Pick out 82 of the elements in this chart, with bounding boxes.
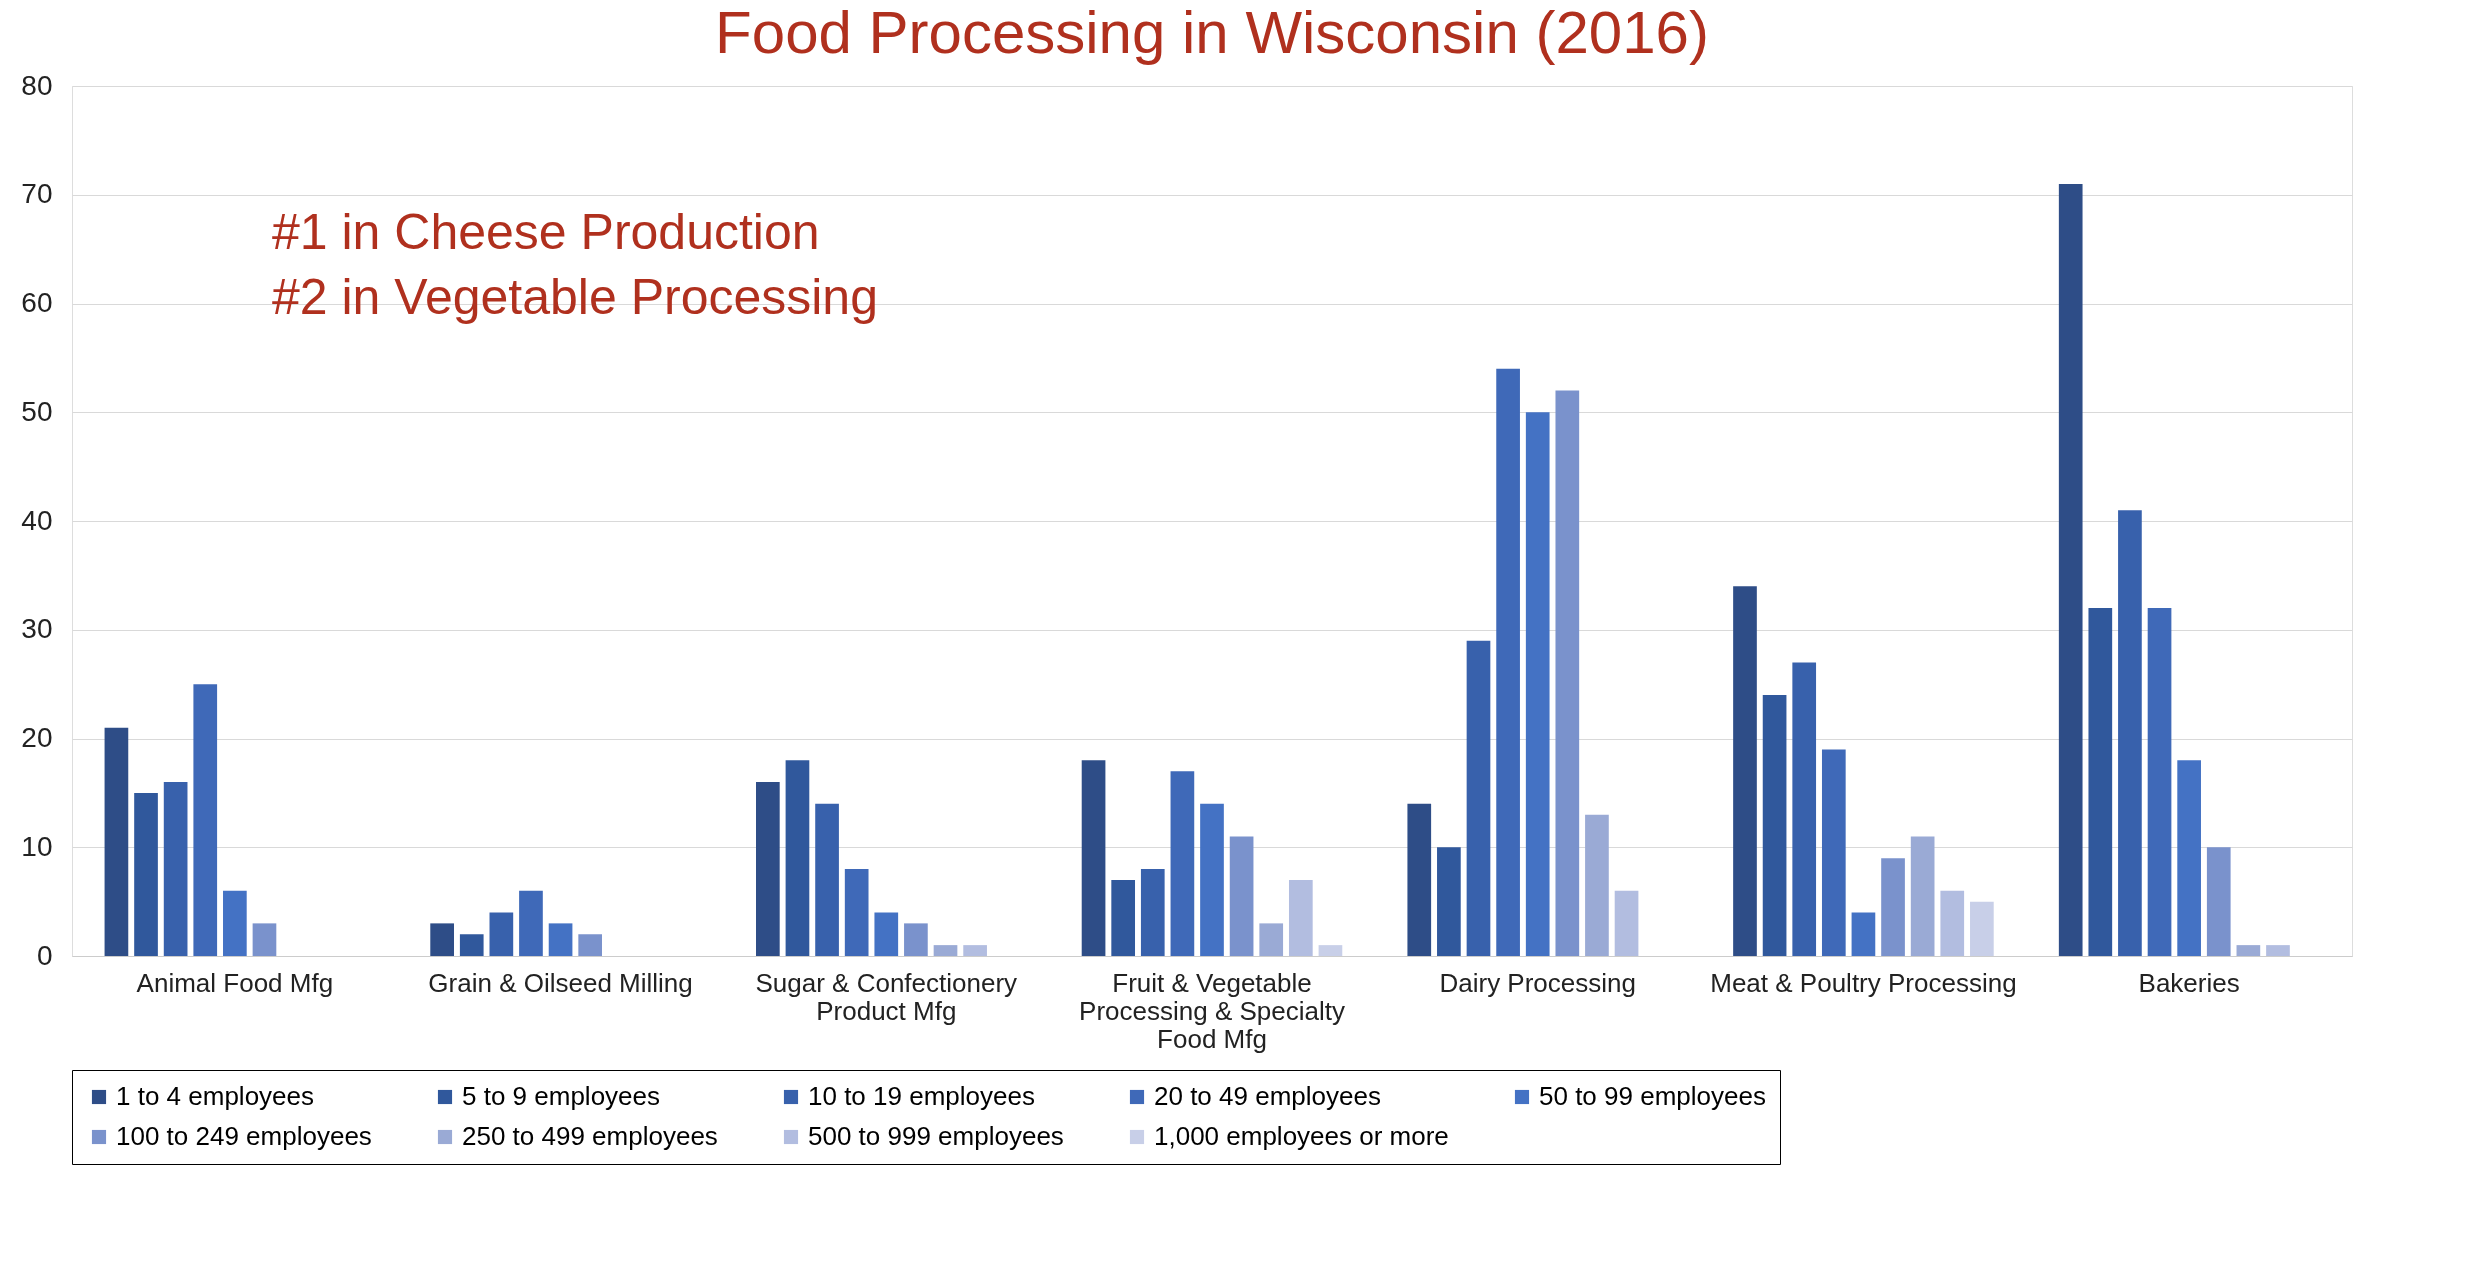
y-tick-label: 80 <box>21 69 53 101</box>
x-tick-label: Bakeries <box>2138 967 2240 998</box>
y-tick-label: 60 <box>21 287 53 318</box>
x-tick-label: Dairy Processing <box>1439 967 1636 998</box>
legend-label: 500 to 999 employees <box>808 1121 1064 1151</box>
bar <box>1555 390 1580 956</box>
bar <box>548 923 573 956</box>
bar <box>223 890 247 956</box>
bar <box>134 792 158 956</box>
bar <box>104 727 129 956</box>
bar <box>1229 836 1254 956</box>
bar <box>1881 858 1905 956</box>
bar <box>1940 890 1965 956</box>
bar <box>1437 847 1461 956</box>
bar <box>815 803 839 956</box>
bar <box>519 890 543 956</box>
bar <box>1318 945 1343 956</box>
bar <box>756 782 780 956</box>
y-tick-label: 40 <box>21 504 53 536</box>
x-tick-label: Fruit & Vegetable Processing & Specialty Food Mfg <box>1079 967 1345 1054</box>
annotation: #1 in Cheese Production <box>272 203 820 260</box>
x-tick-label: Animal Food Mfg <box>136 967 334 998</box>
legend-label: 100 to 249 employees <box>116 1121 372 1151</box>
bar <box>163 782 188 956</box>
bar <box>1200 803 1224 956</box>
bar <box>874 912 899 956</box>
bar <box>1792 662 1817 956</box>
x-tick-label: Grain & Oilseed Milling <box>428 967 693 998</box>
bar <box>904 923 928 956</box>
legend-label: 50 to 99 employees <box>1539 1081 1766 1111</box>
bar <box>489 912 514 956</box>
bar <box>1466 640 1491 956</box>
bar <box>2266 945 2290 956</box>
y-tick-label: 30 <box>21 613 53 645</box>
y-tick-label: 0 <box>36 939 53 971</box>
bar <box>430 923 454 956</box>
bar <box>933 945 958 956</box>
bar <box>1496 368 1520 956</box>
legend-label: 1 to 4 employees <box>116 1081 315 1111</box>
bar <box>2147 608 2172 956</box>
bar <box>1585 814 1609 956</box>
legend-label: 250 to 499 employees <box>462 1121 718 1151</box>
bar <box>2206 847 2231 956</box>
bar <box>1733 586 1757 956</box>
bar <box>1525 412 1550 956</box>
bar <box>1910 836 1935 956</box>
bar <box>1259 923 1284 956</box>
chart-title: Food Processing in Wisconsin (2016) <box>715 0 1709 66</box>
bar <box>1407 803 1432 956</box>
bar <box>1140 869 1165 956</box>
legend-label: 20 to 49 employees <box>1154 1081 1381 1111</box>
legend-label: 1,000 employees or more <box>1154 1121 1449 1151</box>
y-tick-label: 20 <box>21 722 53 753</box>
bar <box>1821 749 1846 956</box>
annotation: #2 in Vegetable Processing <box>272 268 878 325</box>
x-tick-label: Sugar & Confectionery Product Mfg <box>755 967 1018 1026</box>
bar <box>1081 760 1106 956</box>
bar <box>1851 912 1876 956</box>
bar <box>1762 695 1787 956</box>
bar <box>1288 879 1313 956</box>
bar <box>844 869 869 956</box>
y-tick-label: 10 <box>21 830 53 862</box>
bar <box>459 934 484 956</box>
bar <box>2088 608 2113 956</box>
bar <box>193 684 218 956</box>
bar <box>252 923 277 956</box>
bar <box>1970 901 1994 956</box>
bar <box>578 934 603 956</box>
bar <box>785 760 810 956</box>
y-tick-label: 70 <box>21 178 53 210</box>
bar <box>2177 760 2201 956</box>
bar <box>1170 771 1195 956</box>
x-tick-label: Meat & Poultry Processing <box>1710 967 2017 998</box>
legend-label: 10 to 19 employees <box>808 1081 1035 1111</box>
bar <box>2236 945 2261 956</box>
bar <box>2118 510 2142 956</box>
y-tick-label: 50 <box>21 395 53 427</box>
bar <box>1111 879 1136 956</box>
bar <box>2058 183 2083 956</box>
legend-label: 5 to 9 employees <box>462 1081 661 1111</box>
bar <box>1614 890 1639 956</box>
bar <box>963 945 987 956</box>
